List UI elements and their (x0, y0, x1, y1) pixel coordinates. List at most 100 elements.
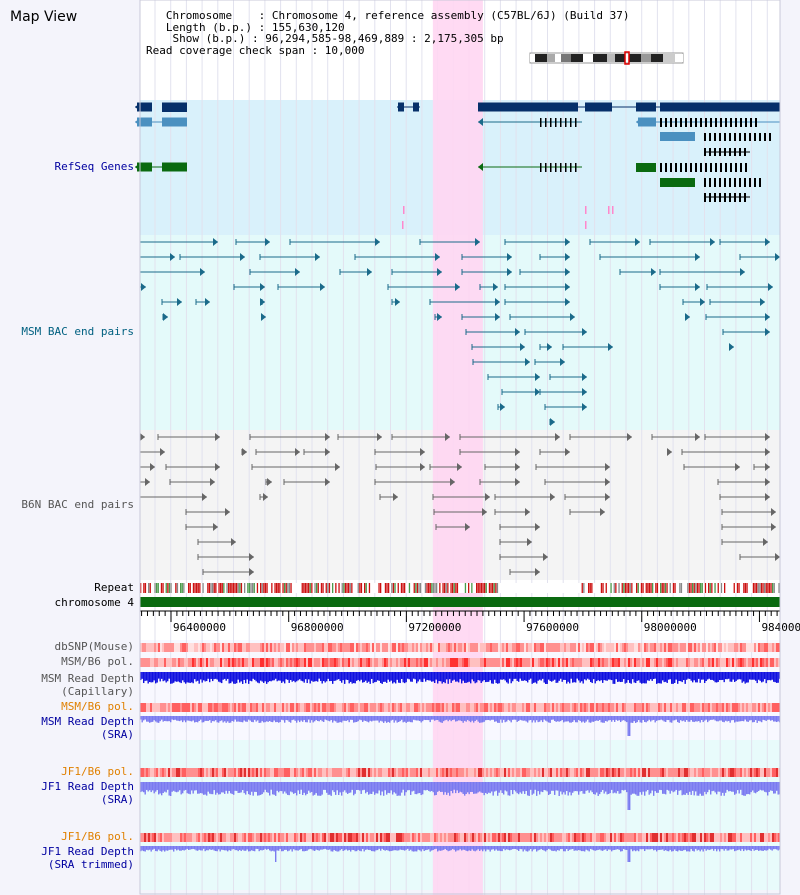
jf1-sra-depth-bar (534, 782, 536, 790)
dbsnp-cell (764, 643, 766, 652)
jf1-b6-pol2-cell (484, 833, 486, 842)
track-label-jf1-depth-sra[interactable]: JF1 Read Depth (41, 780, 134, 793)
bac-end-arrow (555, 433, 560, 441)
jf1-sra-depth-bar (146, 782, 148, 790)
jf1-sra-depth-bar (396, 782, 398, 796)
msm-sra-depth-bar (449, 716, 451, 720)
jf1-sra-depth-bar (539, 782, 541, 795)
msm-sra-depth-bar (597, 716, 599, 721)
gene-exon[interactable] (636, 163, 656, 172)
bac-end-arrow (495, 313, 500, 321)
gene-exon[interactable] (137, 162, 152, 172)
repeat-element (386, 583, 388, 593)
msm-b6-pol2-cell (390, 703, 392, 712)
gene-exon[interactable] (636, 102, 656, 112)
msm-b6-pol2-cell (722, 703, 724, 712)
gene-exon[interactable] (638, 117, 656, 127)
msm-b6-pol2-cell (244, 703, 246, 712)
msm-b6-pol2-cell (366, 703, 368, 712)
jf1-trimmed-depth-bar (209, 846, 211, 850)
dbsnp-cell (194, 643, 196, 652)
msm-sra-depth-bar (750, 716, 752, 721)
jf1-trimmed-depth-bar (411, 846, 413, 852)
gene-exon[interactable] (660, 132, 695, 141)
track-label-msm-depth-sra[interactable]: MSM Read Depth (41, 715, 134, 728)
repeat-track[interactable] (140, 583, 780, 593)
track-label-msm-b6-pol-2[interactable]: MSM/B6 pol. (61, 700, 134, 713)
dbsnp-cell (314, 643, 316, 652)
msm-b6-pol2-cell (176, 703, 178, 712)
gene-exon[interactable] (660, 102, 780, 112)
jf1-sra-depth-bar (741, 782, 743, 796)
gene-exon[interactable] (162, 117, 187, 127)
gene-exon-tick (709, 178, 711, 187)
msm-capillary-depth-bar (600, 672, 602, 681)
gene-exon[interactable] (413, 102, 419, 112)
msm-capillary-depth-bar (753, 672, 755, 680)
track-label-dbsnp[interactable]: dbSNP(Mouse) (54, 640, 134, 653)
msm-sra-depth-bar (455, 716, 457, 722)
jf1-b6-pol-cell (506, 768, 508, 777)
jf1-b6-pol2-cell (318, 833, 320, 842)
jf1-b6-pol-cell (510, 768, 512, 777)
gene-exon[interactable] (162, 162, 187, 172)
gene-exon[interactable] (478, 102, 578, 112)
jf1-b6-pol-cell (762, 768, 764, 777)
msm-b6-pol-cell (222, 658, 224, 667)
msm-sra-depth-bar (690, 716, 692, 721)
jf1-b6-pol-cell (726, 768, 728, 777)
jf1-b6-pol-cell (522, 768, 524, 777)
track-label-msm-bac[interactable]: MSM BAC end pairs (21, 325, 134, 338)
track-label-jf1-b6-pol-2[interactable]: JF1/B6 pol. (61, 830, 134, 843)
jf1-b6-pol2-cell (214, 833, 216, 842)
ideogram-band (629, 54, 641, 62)
gene-exon[interactable] (660, 178, 695, 187)
track-label-repeat[interactable]: Repeat (94, 581, 134, 594)
jf1-sra-depth-bar (273, 782, 275, 795)
jf1-sra-depth-bar (288, 782, 290, 796)
bac-end-arrow (605, 463, 610, 471)
jf1-trimmed-depth-bar (690, 846, 692, 850)
jf1-sra-depth-bar (579, 782, 581, 792)
msm-sra-depth-bar (575, 716, 577, 723)
track-label-jf1-b6-pol-1[interactable]: JF1/B6 pol. (61, 765, 134, 778)
gene-exon-tick (739, 133, 741, 141)
track-label-msm-b6-pol-1[interactable]: MSM/B6 pol. (61, 655, 134, 668)
repeat-element (357, 583, 359, 593)
msm-b6-pol-cell (182, 658, 184, 667)
ideogram-position-marker[interactable] (624, 51, 630, 65)
msm-capillary-depth-bar (620, 672, 622, 683)
jf1-b6-pol-cell (540, 768, 542, 777)
gene-exon[interactable] (585, 102, 612, 112)
repeat-element (450, 583, 452, 593)
msm-capillary-depth-bar (452, 672, 454, 681)
chromosome-bar[interactable] (140, 597, 780, 607)
jf1-b6-pol2-cell (320, 833, 322, 842)
dbsnp-cell (718, 643, 720, 652)
track-label-refseq[interactable]: RefSeq Genes (54, 160, 134, 173)
gene-exon[interactable] (137, 102, 152, 112)
jf1-sra-depth-bar (698, 782, 700, 796)
jf1-b6-pol2-cell (268, 833, 270, 842)
msm-sra-depth-bar (288, 716, 290, 722)
track-label-b6n-bac[interactable]: B6N BAC end pairs (21, 498, 134, 511)
jf1-trimmed-depth-bar (563, 846, 565, 852)
msm-sra-depth-bar (162, 716, 164, 722)
track-label-jf1-depth-trimmed[interactable]: JF1 Read Depth (41, 845, 134, 858)
gene-exon[interactable] (162, 103, 187, 112)
gene-exon[interactable] (137, 117, 152, 127)
dbsnp-cell (468, 643, 470, 652)
axis-tick-label: 96800000 (291, 621, 344, 634)
track-label-msm-depth-capillary[interactable]: MSM Read Depth (41, 672, 134, 685)
msm-b6-pol-cell (458, 658, 460, 667)
highlight-region[interactable] (432, 0, 483, 895)
msm-b6-pol2-cell (166, 703, 168, 712)
msm-b6-pol-cell (408, 658, 410, 667)
msm-sra-depth-bar (668, 716, 670, 721)
jf1-b6-pol2-cell (714, 833, 716, 842)
gene-exon-tick (665, 163, 667, 172)
msm-capillary-depth-bar (228, 672, 230, 684)
repeat-element (380, 583, 382, 593)
jf1-trimmed-depth-bar (213, 846, 215, 851)
